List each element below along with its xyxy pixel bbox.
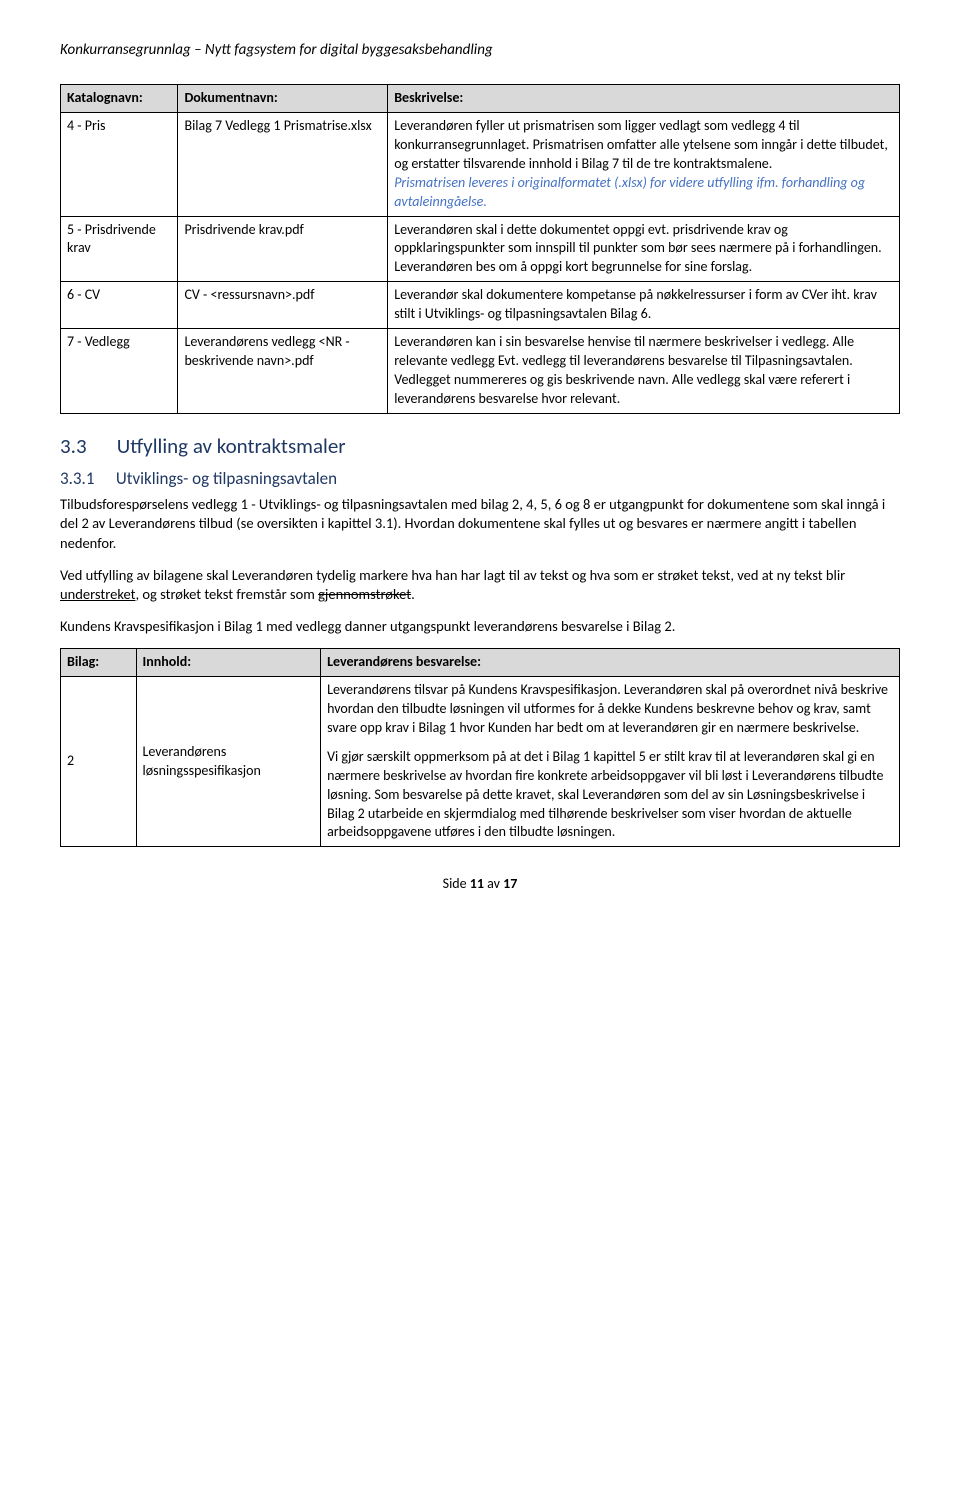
footer-text: av	[484, 875, 503, 892]
th-dokumentnavn: Dokumentnavn:	[178, 85, 388, 113]
cell-besvarelse: Leverandørens tilsvar på Kundens Kravspe…	[321, 677, 900, 847]
catalog-table: Katalognavn: Dokumentnavn: Beskrivelse: …	[60, 84, 900, 413]
cell-beskrivelse: Leverandør skal dokumentere kompetanse p…	[388, 282, 900, 329]
cell-katalognavn: 5 - Prisdrivende krav	[61, 216, 178, 282]
cell-dokumentnavn: Leverandørens vedlegg <NR - beskrivende …	[178, 329, 388, 414]
document-header: Konkurransegrunnlag – Nytt fagsystem for…	[60, 40, 900, 60]
cell-beskrivelse: Leverandøren fyller ut prismatrisen som …	[388, 113, 900, 216]
text: , og strøket tekst fremstår som	[135, 585, 318, 603]
text: Ved utfylling av bilagene skal Leverandø…	[60, 566, 845, 584]
heading-3-3-1: 3.3.1 Utviklings- og tilpasningsavtalen	[60, 468, 900, 491]
th-innhold: Innhold:	[136, 649, 321, 677]
table-header-row: Bilag: Innhold: Leverandørens besvarelse…	[61, 649, 900, 677]
page-total: 17	[503, 875, 517, 892]
cell-katalognavn: 6 - CV	[61, 282, 178, 329]
table-row: 4 - Pris Bilag 7 Vedlegg 1 Prismatrise.x…	[61, 113, 900, 216]
cell-dokumentnavn: CV - <ressursnavn>.pdf	[178, 282, 388, 329]
desc-note: Prismatrisen leveres i originalformatet …	[394, 174, 865, 210]
bilag-table: Bilag: Innhold: Leverandørens besvarelse…	[60, 648, 900, 847]
paragraph: Tilbudsforespørselens vedlegg 1 - Utvikl…	[60, 495, 900, 554]
heading-number: 3.3	[60, 432, 112, 460]
desc-para: Vi gjør særskilt oppmerksom på at det i …	[327, 748, 893, 842]
paragraph: Kundens Kravspesifikasjon i Bilag 1 med …	[60, 617, 900, 637]
th-besvarelse: Leverandørens besvarelse:	[321, 649, 900, 677]
cell-bilag: 2	[61, 677, 137, 847]
cell-dokumentnavn: Bilag 7 Vedlegg 1 Prismatrise.xlsx	[178, 113, 388, 216]
desc-para: Leverandørens tilsvar på Kundens Kravspe…	[327, 681, 893, 738]
cell-katalognavn: 7 - Vedlegg	[61, 329, 178, 414]
th-beskrivelse: Beskrivelse:	[388, 85, 900, 113]
table-header-row: Katalognavn: Dokumentnavn: Beskrivelse:	[61, 85, 900, 113]
cell-beskrivelse: Leverandøren kan i sin besvarelse henvis…	[388, 329, 900, 414]
strikethrough-text: gjennomstrøket	[318, 585, 411, 603]
footer-text: Side	[443, 875, 470, 892]
table-row: 2 Leverandørens løsningsspesifikasjon Le…	[61, 677, 900, 847]
cell-katalognavn: 4 - Pris	[61, 113, 178, 216]
page-number: 11	[470, 875, 484, 892]
heading-text: Utviklings- og tilpasningsavtalen	[116, 468, 337, 489]
th-katalognavn: Katalognavn:	[61, 85, 178, 113]
text: .	[411, 585, 415, 603]
th-bilag: Bilag:	[61, 649, 137, 677]
heading-3-3: 3.3 Utfylling av kontraktsmaler	[60, 432, 900, 460]
heading-number: 3.3.1	[60, 468, 112, 491]
table-row: 7 - Vedlegg Leverandørens vedlegg <NR - …	[61, 329, 900, 414]
cell-innhold: Leverandørens løsningsspesifikasjon	[136, 677, 321, 847]
paragraph: Ved utfylling av bilagene skal Leverandø…	[60, 566, 900, 605]
table-row: 6 - CV CV - <ressursnavn>.pdf Leverandør…	[61, 282, 900, 329]
page-footer: Side 11 av 17	[60, 875, 900, 894]
desc-text: Leverandøren fyller ut prismatrisen som …	[394, 117, 888, 172]
cell-dokumentnavn: Prisdrivende krav.pdf	[178, 216, 388, 282]
underlined-text: understreket	[60, 585, 135, 603]
table-row: 5 - Prisdrivende krav Prisdrivende krav.…	[61, 216, 900, 282]
heading-text: Utfylling av kontraktsmaler	[117, 433, 346, 459]
cell-beskrivelse: Leverandøren skal i dette dokumentet opp…	[388, 216, 900, 282]
